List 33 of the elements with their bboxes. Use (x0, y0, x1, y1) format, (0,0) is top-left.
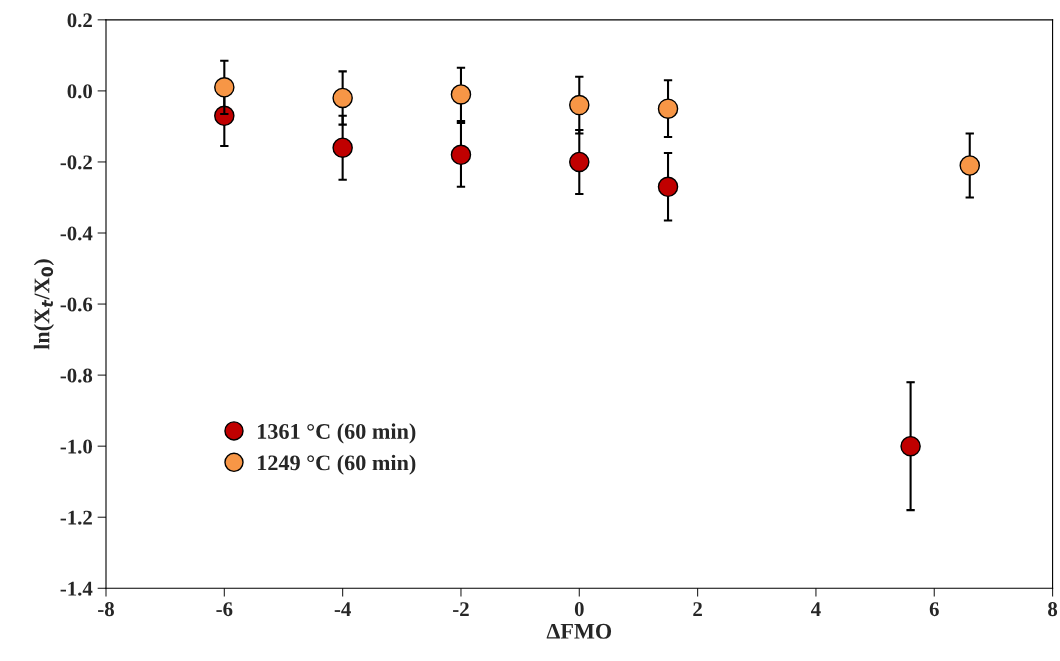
point (569, 94, 590, 116)
y-tick-label: -0.6 (60, 297, 93, 312)
y-tick-label: -0.8 (60, 368, 93, 383)
y-tick-label: 0.2 (67, 13, 92, 28)
point (450, 144, 472, 166)
y-tick-label: 0.0 (67, 84, 93, 99)
x-tick-label: -8 (98, 602, 114, 617)
x-tick-label: 4 (811, 602, 821, 616)
point (332, 137, 353, 159)
legend-label: 1249 °C (60 min) (257, 454, 416, 475)
x-axis-title: ΔFMO (546, 623, 612, 639)
point (569, 151, 590, 173)
x-tick-label: -2 (453, 602, 469, 616)
x-tick-label: -6 (216, 602, 233, 617)
x-tick-label: 2 (693, 602, 702, 616)
x-tick-label: 0 (574, 602, 584, 617)
x-tick-label: -4 (334, 602, 351, 616)
y-tick-label: -1.4 (60, 581, 93, 596)
point (450, 84, 472, 105)
y-tick-label: -0.2 (60, 155, 92, 170)
y-tick-label: -0.4 (60, 226, 93, 241)
point (959, 155, 981, 176)
point (214, 77, 235, 98)
point (332, 87, 353, 109)
x-tick-label: 8 (1048, 602, 1058, 617)
y-axis-title: ln(X$_{t}$/X$_{0}$) (33, 259, 54, 350)
point (657, 176, 679, 198)
x-tick-label: 6 (929, 602, 939, 617)
point (900, 435, 921, 457)
legend-label: 1361 °C (60 min) (257, 423, 416, 444)
y-tick-label: -1.0 (60, 439, 93, 454)
point (657, 98, 679, 119)
y-tick-label: -1.2 (60, 510, 92, 525)
